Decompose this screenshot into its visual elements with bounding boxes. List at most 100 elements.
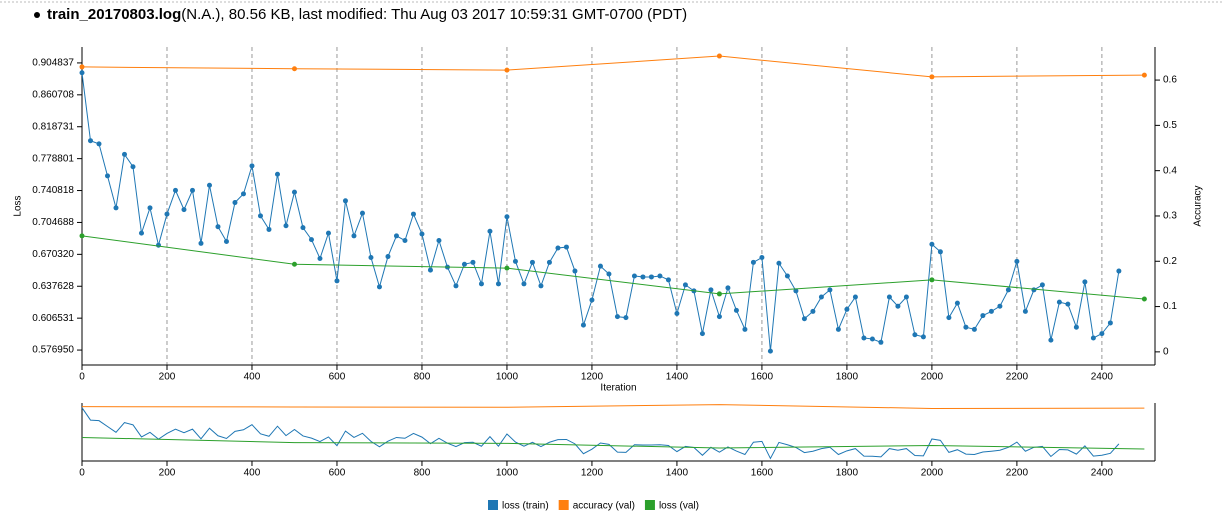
data-point [716,291,722,297]
data-point [963,324,969,330]
data-point [589,297,595,303]
data-point [980,313,986,319]
data-point [920,334,926,340]
data-point [402,238,408,244]
data-point [1090,335,1096,341]
y-tick-label: 0.606531 [32,313,74,324]
x-tick-label: 1200 [581,468,604,479]
data-point [470,259,476,265]
x-tick-label: 2400 [1091,372,1114,383]
data-point [665,277,671,283]
x-tick-label: 800 [414,468,431,479]
data-point [988,308,994,314]
data-point [878,339,884,345]
data-point [1014,258,1020,264]
data-point [1116,268,1122,274]
x-tick-label: 2200 [1006,372,1029,383]
y-tick-label: 0.637628 [32,281,74,292]
y-tick-label: 0.860708 [32,89,74,100]
x-tick-label: 200 [159,372,176,383]
x-tick-label: 1400 [666,372,689,383]
data-point [521,281,527,287]
legend-label: loss (val) [659,501,699,512]
series-line [81,235,1145,300]
data-point [852,294,858,300]
data-point [767,348,773,354]
data-point [317,255,323,261]
data-point [648,274,654,280]
data-point [937,249,943,255]
y-tick-label: 0.576950 [32,345,74,356]
data-point [810,308,816,314]
x-tick-label: 1800 [836,468,859,479]
legend-label: loss (train) [502,501,549,512]
data-point [606,271,612,277]
data-point [844,306,850,312]
data-point [1005,287,1011,293]
data-point [546,259,552,265]
x-tick-label: 2000 [921,468,944,479]
data-point [240,191,246,197]
data-point [555,245,561,251]
data-point [87,138,93,144]
data-point [835,326,841,332]
data-point [818,294,824,300]
data-point [283,223,289,229]
data-point [954,300,960,306]
data-point [223,238,229,244]
data-point [419,231,425,237]
x-tick-label: 2200 [1006,468,1029,479]
data-point [538,283,544,289]
x-tick-label: 1800 [836,372,859,383]
data-point [1039,282,1045,288]
series-line [81,436,1145,450]
data-point [147,205,153,211]
data-point [674,310,680,316]
data-point [342,198,348,204]
data-point [716,314,722,320]
data-point [929,241,935,247]
data-point [742,326,748,332]
data-point [861,335,867,341]
data-point [325,230,331,236]
data-point [1082,279,1088,285]
data-point [172,187,178,193]
x-tick-label: 1600 [751,468,774,479]
data-point [929,74,935,80]
legend-swatch [488,500,498,510]
data-point [79,70,85,76]
data-point [393,233,399,239]
x-tick-label: 1600 [751,372,774,383]
data-point [793,288,799,294]
series-line [81,55,1145,78]
y-tick-label: 0.818731 [32,121,74,132]
x-tick-label: 600 [329,372,346,383]
x-axis-label: Iteration [600,383,636,394]
x-tick-label: 1200 [581,372,604,383]
data-point [487,228,493,234]
data-point [79,233,85,239]
legend-label: accuracy (val) [573,501,635,512]
series-line [81,407,1120,460]
data-point [512,258,518,264]
data-point [427,267,433,273]
data-point [504,265,510,271]
data-point [79,64,85,70]
data-point [716,53,722,59]
data-point [291,189,297,195]
data-point [257,213,263,219]
data-point [436,238,442,244]
data-point [733,307,739,313]
legend-swatch [558,500,569,510]
y2-tick-label: 0.1 [1163,301,1177,312]
data-point [1141,296,1147,302]
data-point [155,242,161,248]
data-point [580,322,586,328]
data-point [96,141,102,147]
x-tick-label: 0 [79,468,85,479]
data-point [1065,301,1071,307]
data-point [104,173,110,179]
data-point [504,67,510,73]
data-point [198,240,204,246]
data-point [971,326,977,332]
